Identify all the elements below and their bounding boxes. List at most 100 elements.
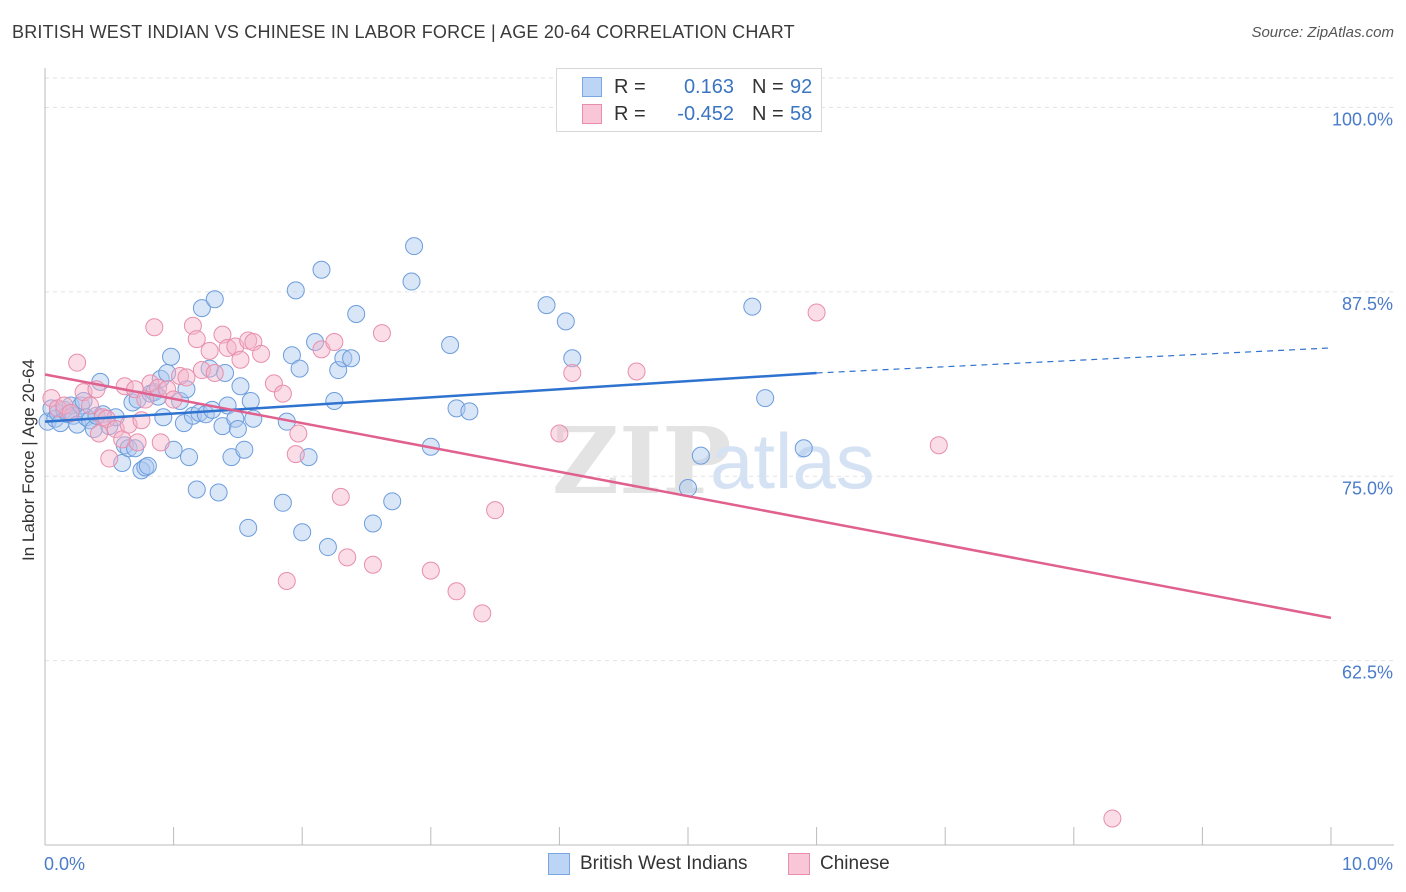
point-blue [402, 272, 421, 291]
point-blue [286, 281, 305, 300]
point-pink [68, 353, 87, 372]
legend-n-value: 58 [790, 102, 813, 125]
point-pink [627, 362, 646, 381]
point-blue [363, 514, 382, 533]
point-blue [306, 333, 325, 352]
point-pink [473, 604, 492, 623]
point-blue [180, 448, 199, 467]
point-blue [235, 440, 254, 459]
x-tick-label: 0.0% [44, 854, 85, 874]
legend-r-label: R = [614, 75, 646, 98]
bottom-legend-swatch-pink [788, 853, 810, 875]
legend-swatch-pink [582, 104, 602, 124]
point-pink [563, 364, 582, 382]
y-axis-label: In Labor Force | Age 20-64 [19, 359, 38, 561]
point-blue [537, 296, 556, 315]
point-blue [192, 299, 211, 318]
point-blue [342, 349, 361, 368]
point-pink [218, 338, 237, 357]
point-pink [807, 303, 826, 322]
point-pink [205, 364, 224, 382]
point-blue [209, 483, 228, 502]
watermark-atlas: atlas [710, 417, 875, 505]
y-tick-label: 75.0% [1342, 478, 1393, 498]
point-blue [231, 377, 250, 396]
point-blue [329, 361, 348, 380]
legend-n-value: 92 [790, 75, 813, 98]
point-pink [273, 384, 292, 403]
point-blue [347, 305, 366, 323]
legend-r-value: 0.163 [683, 75, 734, 98]
point-pink [289, 424, 308, 443]
grid-lines [45, 77, 1394, 662]
y-tick-label: 62.5% [1342, 663, 1393, 683]
point-blue [87, 406, 106, 425]
point-pink [929, 436, 948, 455]
point-pink [447, 582, 466, 601]
point-blue [325, 392, 344, 411]
point-blue [691, 446, 710, 465]
legend-r-value: -0.452 [677, 102, 734, 125]
point-blue [241, 392, 260, 411]
point-pink [231, 350, 250, 369]
point-blue [119, 439, 138, 458]
point-blue [743, 297, 762, 316]
bottom-legend-swatch-blue [548, 853, 570, 875]
trend-line-blue-dashed [816, 347, 1332, 374]
bottom-legend-label-pink: Chinese [820, 853, 890, 874]
point-pink [55, 396, 74, 415]
point-pink [100, 449, 119, 468]
legend-r-label: R = [614, 102, 646, 125]
point-pink [550, 424, 569, 443]
point-blue [405, 237, 424, 256]
point-pink [372, 324, 391, 343]
point-blue [228, 420, 247, 439]
point-pink [151, 433, 170, 452]
point-blue [312, 260, 331, 279]
point-blue [794, 439, 813, 458]
point-pink [264, 374, 283, 393]
point-pink [486, 501, 505, 520]
trend-lines [44, 347, 1332, 620]
y-tick-label: 87.5% [1342, 294, 1393, 314]
point-blue [556, 312, 575, 331]
source-label: Source: ZipAtlas.com [1251, 24, 1394, 41]
point-blue [239, 518, 258, 537]
point-blue [216, 364, 235, 382]
point-pink [187, 330, 206, 349]
watermark-zip: ZIP [552, 407, 731, 515]
point-pink [363, 555, 382, 574]
legend-n-label: N = [752, 102, 784, 125]
legend-row-blue: R = 0.163 N = 92 [557, 74, 812, 100]
legend-row-pink: R = -0.452 N = 58 [557, 101, 812, 127]
point-pink [81, 396, 100, 415]
point-blue [187, 480, 206, 499]
point-blue [162, 347, 181, 366]
legend-swatch-blue [582, 77, 602, 97]
point-pink [338, 548, 357, 567]
point-blue [205, 290, 224, 309]
point-blue [273, 493, 292, 512]
point-pink [61, 403, 80, 422]
point-pink [286, 445, 305, 464]
trend-line-blue [44, 371, 817, 423]
bottom-legend-blue: British West Indians [548, 851, 748, 877]
y-tick-label: 100.0% [1332, 110, 1393, 130]
point-blue [293, 523, 312, 542]
point-blue [154, 408, 173, 427]
point-pink [325, 333, 344, 352]
point-pink [128, 433, 147, 452]
watermark: ZIP atlas [552, 407, 875, 515]
bottom-legend-label-blue: British West Indians [580, 853, 748, 874]
point-blue [441, 335, 460, 354]
trend-line-pink [44, 373, 1332, 620]
point-blue [138, 456, 157, 475]
axes [44, 68, 1394, 846]
point-blue [756, 389, 775, 408]
x-tick-label: 10.0% [1342, 854, 1393, 874]
point-blue [563, 349, 582, 368]
point-blue [460, 402, 479, 421]
bottom-legend-pink: Chinese [788, 851, 890, 877]
point-pink [331, 487, 350, 506]
